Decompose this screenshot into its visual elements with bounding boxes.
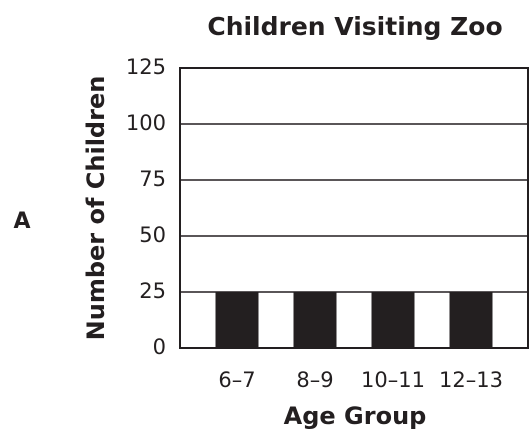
y-tick-label: 100 [126,111,166,135]
y-tick-label: 125 [126,55,166,79]
panel-label: A [13,209,30,234]
bar [215,292,259,348]
bar [449,292,493,348]
bar [371,292,415,348]
x-tick-label: 6–7 [218,368,255,392]
x-axis-label: Age Group [284,402,427,430]
x-tick-label: 8–9 [296,368,333,392]
chart-title: Children Visiting Zoo [207,12,502,41]
y-tick-label: 50 [139,223,166,247]
x-tick-label: 10–11 [361,368,425,392]
x-tick-label: 12–13 [439,368,503,392]
y-tick-label: 0 [153,335,166,359]
y-tick-label: 75 [139,167,166,191]
bar [293,292,337,348]
y-axis-label: Number of Children [82,76,110,341]
y-tick-label: 25 [139,279,166,303]
